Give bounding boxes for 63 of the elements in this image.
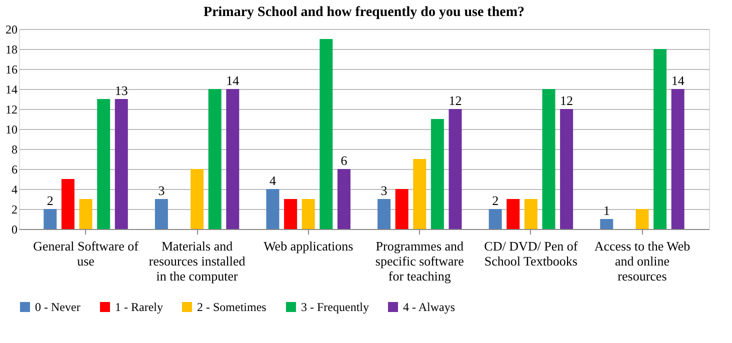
bar (302, 199, 315, 229)
legend-label: 2 - Sometimes (197, 300, 267, 314)
bar (488, 209, 502, 229)
x-tick-label: General Software of use (33, 238, 140, 268)
legend-label: 1 - Rarely (115, 300, 163, 314)
bar (600, 219, 614, 229)
data-label: 2 (492, 193, 499, 208)
bar (524, 199, 538, 229)
bar (636, 209, 649, 229)
bar (506, 199, 520, 229)
x-tick-label: Programmes and specific software for teaching (375, 238, 464, 284)
bar (208, 89, 222, 229)
chart-title: Primary School and how frequently do you use them? (204, 5, 524, 20)
y-tick-label: 2 (12, 202, 18, 216)
y-tick-label: 4 (12, 182, 18, 196)
y-tick-label: 12 (6, 102, 18, 116)
bar (114, 99, 128, 229)
x-tick-label: Access to the Web and online resources (594, 238, 690, 284)
data-label: 4 (269, 173, 276, 188)
legend-label: 0 - Never (35, 300, 80, 314)
bar (284, 199, 298, 229)
bar (61, 179, 74, 229)
bar (44, 209, 57, 229)
y-tick-label: 20 (6, 22, 18, 36)
bar (337, 169, 350, 229)
data-label: 12 (448, 93, 462, 108)
bar (190, 169, 204, 229)
data-label: 1 (603, 203, 610, 218)
bar (448, 109, 462, 229)
x-tick-label: Web applications (264, 238, 354, 254)
y-tick-label: 16 (6, 62, 18, 76)
x-tick-label: Materials and resources installed in the computer (148, 238, 246, 284)
bar (320, 39, 333, 229)
bar (266, 189, 280, 229)
legend-label: 4 - Always (403, 300, 456, 314)
y-tick-label: 18 (6, 42, 18, 56)
bar (154, 199, 168, 229)
y-tick-label: 0 (12, 222, 18, 236)
x-tick-label: CD/ DVD/ Pen of School Textbooks (484, 238, 578, 268)
y-tick-label: 10 (6, 122, 18, 136)
bar (560, 109, 574, 229)
bar (430, 119, 444, 229)
data-label: 14 (226, 73, 240, 88)
legend-label: 3 - Frequently (301, 300, 369, 314)
bar (226, 89, 240, 229)
y-tick-label: 14 (6, 82, 18, 96)
bar (413, 159, 426, 229)
bar (97, 99, 110, 229)
data-label: 13 (114, 83, 128, 98)
y-tick-label: 8 (12, 142, 18, 156)
data-label: 14 (671, 73, 685, 88)
bar (378, 199, 391, 229)
bar (395, 189, 408, 229)
bar (654, 49, 667, 229)
bar (542, 89, 556, 229)
data-label: 3 (158, 183, 165, 198)
data-label: 2 (46, 193, 54, 208)
bar (79, 199, 92, 229)
data-label: 12 (560, 93, 574, 108)
y-tick-label: 6 (12, 162, 18, 176)
data-label: 6 (340, 153, 348, 168)
data-label: 3 (380, 183, 388, 198)
bar (671, 89, 684, 229)
